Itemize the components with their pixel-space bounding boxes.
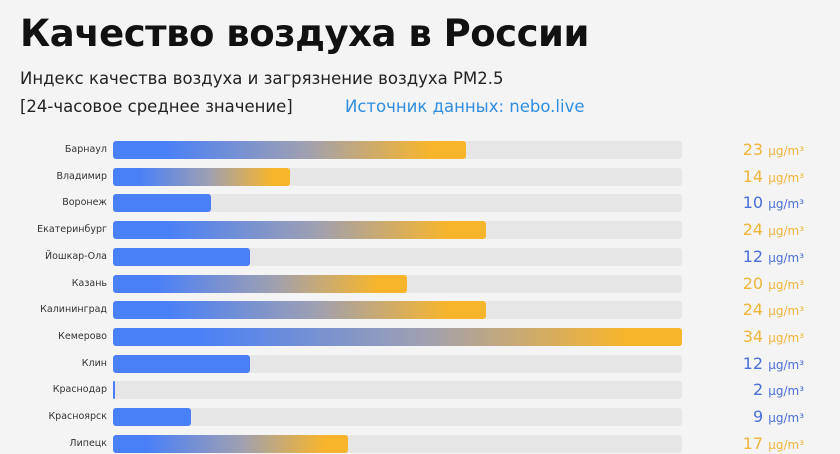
bar	[113, 434, 349, 453]
value-number: 24	[742, 220, 769, 240]
value-unit: µg/m³	[768, 144, 804, 158]
category-label: Екатеринбург	[37, 224, 107, 236]
category-label: Клин	[81, 357, 107, 369]
value-label: 2 µg/m³	[753, 381, 804, 400]
bar	[113, 194, 212, 213]
bar	[113, 167, 290, 186]
data-source-link[interactable]: Источник данных: nebo.live	[345, 97, 585, 116]
value-label: 17 µg/m³	[742, 433, 804, 454]
value-label: 34 µg/m³	[742, 326, 804, 347]
value-label: 12 µg/m³	[742, 353, 804, 374]
value-unit: µg/m³	[768, 224, 804, 239]
bar-track	[113, 141, 682, 159]
value-number: 2	[752, 380, 769, 400]
category-label: Барнаул	[64, 144, 107, 155]
value-label: 14 µg/m³	[742, 166, 804, 187]
bar	[113, 274, 408, 293]
value-number: 14	[742, 166, 769, 186]
category-label: Краснодар	[52, 384, 107, 396]
bar	[113, 301, 486, 320]
value-unit: µg/m³	[768, 277, 804, 292]
category-label: Йошкар-Ола	[44, 250, 107, 262]
value-number: 24	[742, 300, 769, 320]
bar	[113, 221, 486, 240]
value-number: 20	[742, 273, 769, 293]
subtitle-line-1: Индекс качества воздуха и загрязнение во…	[20, 69, 504, 88]
value-unit: µg/m³	[768, 330, 804, 345]
bar-track	[113, 301, 682, 320]
value-number: 12	[742, 246, 769, 266]
value-unit: µg/m³	[768, 411, 804, 425]
bar-track	[113, 408, 682, 426]
category-label: Красноярск	[48, 411, 107, 422]
value-label: 12 µg/m³	[742, 246, 804, 267]
category-label: Владимир	[56, 170, 107, 182]
value-label: 10 µg/m³	[743, 194, 804, 213]
bar-track	[113, 194, 682, 213]
value-label: 9 µg/m³	[753, 408, 804, 427]
value-label: 24 µg/m³	[743, 301, 804, 320]
value-unit: µg/m³	[768, 437, 804, 452]
bar-track	[113, 274, 682, 293]
bar-track	[113, 381, 682, 400]
bar-track	[113, 221, 682, 240]
value-label: 24 µg/m³	[743, 221, 804, 240]
value-unit: µg/m³	[768, 250, 804, 265]
category-label: Кемерово	[58, 330, 107, 342]
value-label: 23 µg/m³	[743, 141, 804, 160]
bar	[113, 327, 682, 346]
value-unit: µg/m³	[768, 170, 804, 185]
value-number: 34	[742, 326, 769, 346]
category-label: Липецк	[69, 437, 107, 449]
bar-track	[113, 167, 682, 186]
value-label: 20 µg/m³	[742, 273, 804, 294]
category-label: Казань	[71, 277, 107, 289]
value-unit: µg/m³	[768, 197, 804, 212]
value-unit: µg/m³	[768, 304, 804, 319]
value-number: 17	[742, 433, 769, 453]
category-label: Калининград	[40, 304, 107, 316]
bar-track	[113, 354, 682, 373]
bar	[113, 381, 115, 400]
bar	[113, 408, 192, 426]
bar	[113, 354, 251, 373]
subtitle-line-2: [24-часовое среднее значение]	[20, 97, 293, 116]
value-number: 9	[752, 407, 769, 426]
value-number: 10	[742, 193, 769, 213]
category-label: Воронеж	[62, 197, 107, 209]
bar	[113, 141, 467, 159]
bar-track	[113, 327, 682, 346]
value-unit: µg/m³	[768, 384, 804, 399]
bar	[113, 247, 251, 266]
page-title: Качество воздуха в России	[20, 12, 589, 55]
bar-track	[113, 434, 682, 453]
bar-track	[113, 247, 682, 266]
value-number: 23	[742, 140, 769, 159]
value-number: 12	[742, 353, 769, 373]
value-unit: µg/m³	[768, 357, 804, 372]
